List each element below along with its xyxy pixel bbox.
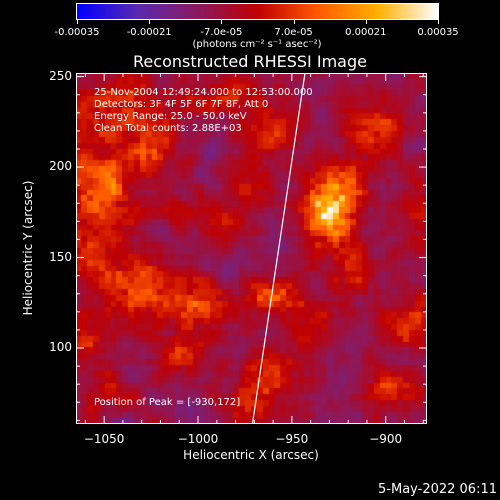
colorbar-tick xyxy=(221,20,223,24)
colorbar-tick xyxy=(77,20,78,24)
annotation-time-range: 25-Nov-2004 12:49:24.000 to 12:53:00.000 xyxy=(94,87,313,98)
axes-box xyxy=(76,73,427,424)
colorbar-tick xyxy=(365,20,367,24)
plot-frame xyxy=(76,73,427,424)
y-tick-label: 200 xyxy=(49,159,72,174)
annotation-peak-position: Position of Peak = [-930,172] xyxy=(94,397,241,408)
x-tick-label: −1050 xyxy=(83,432,125,446)
x-tick-label: −900 xyxy=(369,432,403,446)
colorbar-tick-label: 0.00021 xyxy=(345,27,387,38)
heatmap-image xyxy=(76,73,427,424)
annotation-detectors: Detectors: 3F 4F 5F 6F 7F 8F, Att 0 xyxy=(94,99,269,110)
colorbar-tick-label: -0.00035 xyxy=(54,27,100,38)
y-tick-label: 150 xyxy=(49,249,72,264)
colorbar xyxy=(76,3,439,20)
plot-title: Reconstructed RHESSI Image xyxy=(133,52,367,71)
colorbar-tick xyxy=(293,20,295,24)
plot-area xyxy=(76,73,427,424)
colorbar-unit-label: (photons cm⁻² s⁻¹ asec⁻²) xyxy=(192,39,322,50)
colorbar-tick-label: 0.00035 xyxy=(417,27,459,38)
y-tick-label: 100 xyxy=(49,340,72,354)
annotation-energy-range: Energy Range: 25.0 - 50.0 keV xyxy=(94,111,247,122)
colorbar-tick xyxy=(438,20,439,24)
colorbar-tick-label: -7.0e-05 xyxy=(200,27,243,38)
footer-date: 5-May-2022 06:11 xyxy=(378,482,497,497)
annotation-method-counts: Clean Total counts: 2.88E+03 xyxy=(94,123,242,134)
colorbar-tick xyxy=(149,20,151,24)
y-axis-ticks xyxy=(76,76,427,421)
x-tick-label: −1000 xyxy=(177,432,219,446)
x-axis-ticks xyxy=(84,73,424,424)
x-tick-label: −950 xyxy=(275,432,309,446)
solar-limb-line xyxy=(251,73,306,424)
colorbar-tick-label: 7.0e-05 xyxy=(274,27,313,38)
y-axis-label: Heliocentric Y (arcsec) xyxy=(21,180,35,316)
x-axis-label: Heliocentric X (arcsec) xyxy=(183,448,319,462)
colorbar-tick-label: -0.00021 xyxy=(126,27,172,38)
y-tick-label: 250 xyxy=(49,68,72,83)
